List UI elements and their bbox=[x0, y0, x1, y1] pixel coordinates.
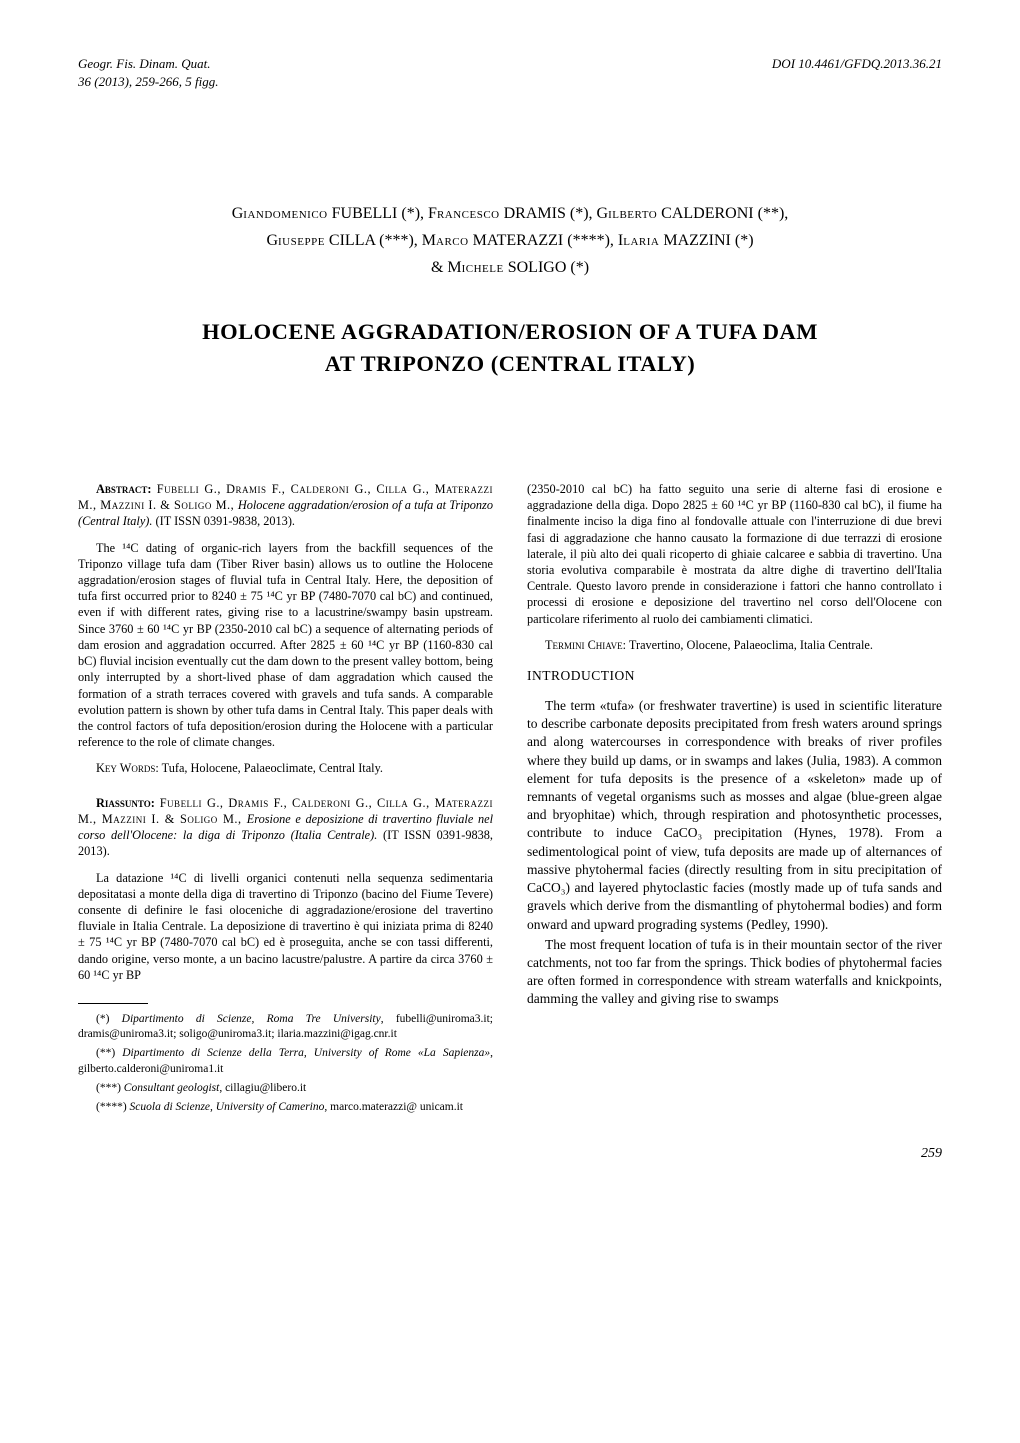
t: laria bbox=[623, 232, 659, 249]
t: ichele bbox=[462, 259, 504, 276]
keywords-label: Key Words: bbox=[96, 761, 159, 775]
fn-ital: Consultant geologist bbox=[121, 1082, 219, 1094]
journal-ref: Geogr. Fis. Dinam. Quat. 36 (2013), 259-… bbox=[78, 55, 218, 90]
t: iandomenico bbox=[243, 205, 327, 222]
abstract-issn: (IT ISSN 0391-9838, 2013). bbox=[152, 514, 295, 528]
paper-title: HOLOCENE AGGRADATION/EROSION OF A TUFA D… bbox=[78, 316, 942, 381]
t: SOLIGO (*) bbox=[504, 259, 589, 276]
authors-line1: Giandomenico FUBELLI (*), Francesco DRAM… bbox=[232, 205, 789, 222]
section-heading: INTRODUCTION bbox=[527, 667, 942, 685]
journal-line1: Geogr. Fis. Dinam. Quat. bbox=[78, 56, 211, 71]
riassunto-head: Riassunto: Fubelli G., Dramis F., Calder… bbox=[78, 795, 493, 860]
left-column: Abstract: Fubelli G., Dramis F., Caldero… bbox=[78, 481, 493, 1119]
t: CALDERONI (**), bbox=[657, 205, 788, 222]
fn-mark: (****) bbox=[96, 1101, 127, 1113]
fn-mark: (***) bbox=[96, 1082, 121, 1094]
t: FUBELLI (*), F bbox=[328, 205, 437, 222]
footnote-rule bbox=[78, 1003, 148, 1004]
fn-ital: Scuola di Scienze, University of Camerin… bbox=[127, 1101, 325, 1113]
footnote: (***) Consultant geologist, cillagiu@lib… bbox=[78, 1081, 493, 1096]
fn-rest: , marco.materazzi@ unicam.it bbox=[324, 1101, 463, 1113]
t: G bbox=[232, 205, 244, 222]
t: DRAMIS (*), G bbox=[500, 205, 608, 222]
fn-rest: , cillagiu@libero.it bbox=[219, 1082, 306, 1094]
footnote: (**) Dipartimento di Scienze della Terra… bbox=[78, 1046, 493, 1076]
riassunto-label: Riassunto: bbox=[96, 796, 155, 810]
riassunto-cont: (2350-2010 cal bC) ha fatto seguito una … bbox=[527, 481, 942, 627]
intro-p2: The most frequent location of tufa is in… bbox=[527, 936, 942, 1009]
t: G bbox=[266, 232, 278, 249]
termini-text: Travertino, Olocene, Palaeoclima, Italia… bbox=[626, 638, 873, 652]
page: Geogr. Fis. Dinam. Quat. 36 (2013), 259-… bbox=[0, 0, 1020, 1204]
t: CILLA (***), M bbox=[325, 232, 436, 249]
right-column: (2350-2010 cal bC) ha fatto seguito una … bbox=[527, 481, 942, 1119]
termini-label: Termini Chiave: bbox=[545, 638, 626, 652]
t: & M bbox=[431, 259, 462, 276]
footnotes: (*) Dipartimento di Scienze, Roma Tre Un… bbox=[78, 1012, 493, 1115]
riassunto-body: La datazione ¹⁴C di livelli organici con… bbox=[78, 870, 493, 984]
t: MAZZINI (*) bbox=[659, 232, 753, 249]
running-head: Geogr. Fis. Dinam. Quat. 36 (2013), 259-… bbox=[78, 55, 942, 90]
footnote: (*) Dipartimento di Scienze, Roma Tre Un… bbox=[78, 1012, 493, 1042]
two-column-body: Abstract: Fubelli G., Dramis F., Caldero… bbox=[78, 481, 942, 1119]
t: ilberto bbox=[608, 205, 657, 222]
doi: DOI 10.4461/GFDQ.2013.36.21 bbox=[772, 55, 942, 90]
fn-mark: (*) bbox=[96, 1013, 109, 1025]
t: iuseppe bbox=[278, 232, 325, 249]
title-line2: AT TRIPONZO (CENTRAL ITALY) bbox=[325, 351, 695, 376]
fn-ital: Dipartimento di Scienze, Roma Tre Univer… bbox=[109, 1013, 380, 1025]
authors-line3: & Michele SOLIGO (*) bbox=[431, 259, 589, 276]
fn-ital: Dipartimento di Scienze della Terra, Uni… bbox=[115, 1047, 490, 1059]
termini: Termini Chiave: Travertino, Olocene, Pal… bbox=[527, 637, 942, 653]
abstract-head: Abstract: Fubelli G., Dramis F., Caldero… bbox=[78, 481, 493, 530]
footnote: (****) Scuola di Scienze, University of … bbox=[78, 1100, 493, 1115]
keywords: Key Words: Tufa, Holocene, Palaeoclimate… bbox=[78, 760, 493, 776]
abstract-label: Abstract: bbox=[96, 482, 152, 496]
keywords-text: Tufa, Holocene, Palaeoclimate, Central I… bbox=[159, 761, 383, 775]
t: MATERAZZI (****), I bbox=[469, 232, 624, 249]
journal-line2: 36 (2013), 259-266, 5 figg. bbox=[78, 74, 218, 89]
intro-p1: The term «tufa» (or freshwater travertin… bbox=[527, 697, 942, 934]
t: arco bbox=[436, 232, 469, 249]
t: rancesco bbox=[437, 205, 500, 222]
authors-line2: Giuseppe CILLA (***), Marco MATERAZZI (*… bbox=[266, 232, 753, 249]
title-line1: HOLOCENE AGGRADATION/EROSION OF A TUFA D… bbox=[202, 319, 818, 344]
author-block: Giandomenico FUBELLI (*), Francesco DRAM… bbox=[78, 200, 942, 282]
page-number: 259 bbox=[78, 1145, 942, 1164]
fn-mark: (**) bbox=[96, 1047, 115, 1059]
abstract-body: The ¹⁴C dating of organic-rich layers fr… bbox=[78, 540, 493, 751]
